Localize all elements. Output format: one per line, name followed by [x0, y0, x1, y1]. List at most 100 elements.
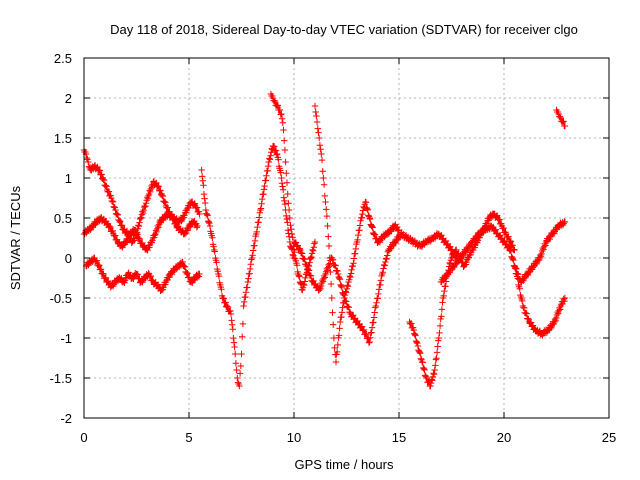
- data-point: [138, 211, 146, 218]
- data-point: [202, 199, 209, 207]
- data-point: [510, 246, 518, 253]
- data-point: [374, 295, 381, 302]
- data-point: [414, 339, 421, 347]
- data-point: [317, 282, 325, 290]
- data-point: [95, 262, 102, 270]
- data-point: [114, 211, 122, 219]
- data-point: [408, 320, 415, 327]
- data-point: [394, 227, 401, 234]
- data-point: [134, 231, 141, 238]
- data-point: [296, 273, 303, 280]
- data-point: [440, 292, 447, 300]
- data-point: [365, 212, 372, 219]
- data-point: [100, 270, 107, 278]
- data-point: [155, 183, 162, 190]
- data-point: [123, 227, 131, 235]
- data-point: [285, 206, 293, 214]
- data-point: [538, 250, 545, 258]
- data-point: [316, 142, 324, 149]
- data-point: [256, 214, 263, 221]
- data-point: [266, 155, 273, 162]
- data-point: [330, 321, 337, 328]
- data-point: [274, 102, 282, 109]
- data-point: [310, 244, 317, 251]
- data-point: [318, 156, 326, 164]
- data-point: [561, 122, 569, 130]
- data-point: [312, 108, 319, 116]
- data-point: [279, 119, 286, 126]
- data-point: [263, 172, 270, 179]
- data-point: [284, 190, 291, 198]
- data-point: [513, 265, 520, 273]
- data-point: [164, 204, 171, 211]
- data-point: [324, 264, 332, 271]
- data-point: [277, 169, 284, 176]
- data-point: [360, 326, 368, 334]
- data-point: [542, 242, 549, 249]
- data-point: [236, 370, 244, 377]
- data-point: [247, 265, 254, 273]
- data-point: [496, 216, 503, 223]
- data-point: [358, 323, 366, 330]
- data-point: [200, 190, 208, 198]
- data-point: [238, 350, 245, 358]
- data-point: [147, 272, 155, 280]
- data-point: [135, 234, 142, 242]
- data-point: [431, 366, 438, 374]
- data-point: [448, 254, 455, 262]
- data-point: [318, 279, 325, 287]
- data-point: [85, 158, 92, 166]
- data-point: [326, 260, 334, 267]
- data-point: [557, 114, 564, 122]
- data-point: [117, 218, 124, 225]
- data-point: [377, 281, 384, 289]
- data-point: [301, 256, 308, 263]
- data-point: [218, 286, 225, 293]
- data-point: [96, 262, 103, 269]
- x-tick-label: 20: [497, 430, 511, 445]
- data-point: [370, 314, 378, 321]
- data-point: [281, 197, 288, 205]
- data-point: [132, 227, 139, 234]
- data-point: [183, 270, 191, 278]
- data-point: [134, 271, 141, 278]
- data-point: [224, 303, 232, 311]
- data-point: [199, 177, 206, 184]
- data-point: [314, 125, 321, 132]
- data-point: [507, 238, 515, 245]
- data-point: [430, 371, 438, 378]
- data-point: [367, 334, 374, 341]
- data-point: [155, 224, 162, 231]
- data-point: [240, 302, 247, 310]
- data-point: [366, 338, 373, 346]
- data-point: [271, 97, 278, 104]
- data-point: [181, 230, 188, 238]
- data-point: [371, 309, 378, 316]
- data-point: [354, 236, 361, 244]
- data-point: [438, 306, 446, 313]
- data-point: [109, 227, 116, 235]
- data-point: [233, 366, 240, 374]
- data-point: [436, 322, 444, 330]
- data-point: [329, 309, 336, 316]
- data-point: [360, 203, 367, 211]
- data-point: [234, 379, 242, 386]
- data-point: [266, 156, 274, 163]
- data-point: [262, 177, 269, 184]
- data-point: [139, 208, 146, 215]
- data-point: [339, 304, 346, 311]
- data-point: [265, 162, 272, 170]
- data-point: [339, 290, 347, 298]
- data-point: [551, 318, 558, 326]
- data-point: [244, 278, 251, 286]
- data-point: [358, 214, 365, 221]
- data-point: [288, 226, 295, 233]
- data-point: [338, 309, 346, 316]
- data-point: [347, 270, 355, 277]
- x-tick-label: 5: [185, 430, 192, 445]
- data-point: [417, 350, 424, 357]
- data-point: [298, 250, 306, 257]
- data-point: [381, 262, 388, 269]
- data-point: [228, 317, 235, 324]
- y-axis-label: SDTVAR / TECUs: [8, 185, 23, 290]
